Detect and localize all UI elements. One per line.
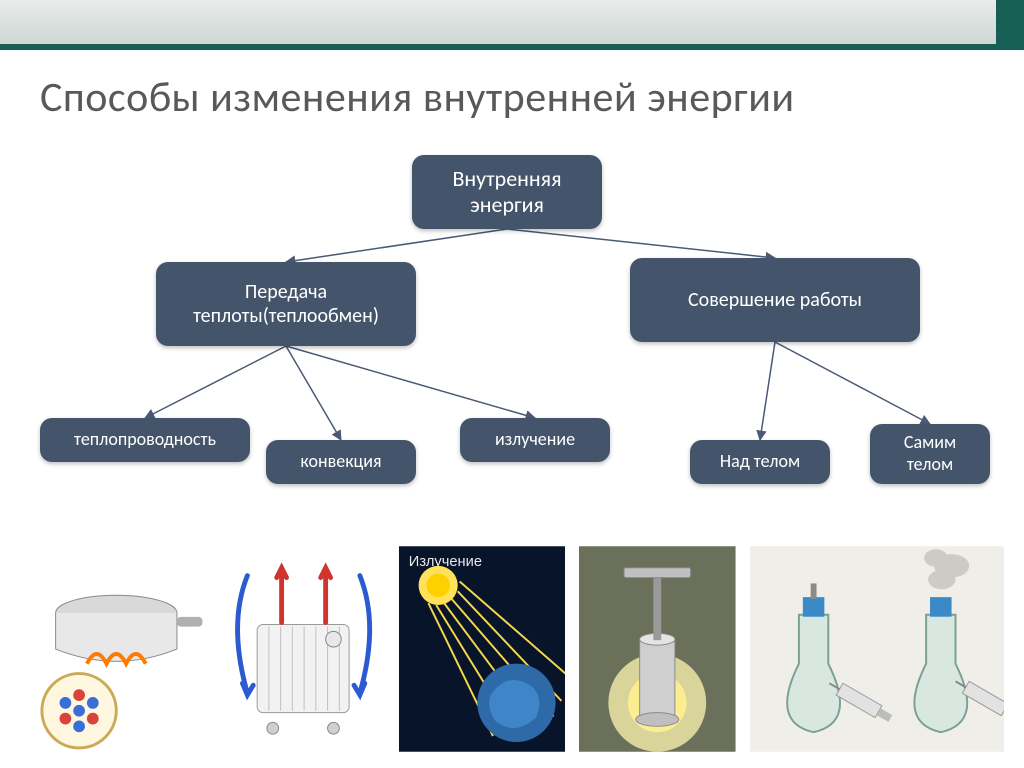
- node-convection: конвекция: [266, 440, 416, 484]
- node-root: Внутренняяэнергия: [412, 155, 602, 229]
- illustration-convection: [218, 544, 384, 754]
- illustration-conduction: [38, 554, 204, 754]
- illustration-work-over-body: [579, 544, 736, 754]
- node-heat-transfer: Передачатеплоты(теплообмен): [156, 262, 416, 346]
- illustration-row: Излучение: [38, 544, 1004, 754]
- node-work: Совершение работы: [630, 258, 920, 342]
- node-work-over-body: Над телом: [690, 440, 830, 484]
- node-work-by-body: Самимтелом: [870, 424, 990, 484]
- illustration-radiation: Излучение: [399, 544, 565, 754]
- node-radiation: излучение: [460, 418, 610, 462]
- page-title: Способы изменения внутренней энергии: [40, 72, 795, 123]
- topbar: [0, 0, 1024, 50]
- accent-block: [996, 0, 1024, 44]
- illustration-work-by-body: [750, 544, 1004, 754]
- node-conduction: теплопроводность: [40, 418, 250, 462]
